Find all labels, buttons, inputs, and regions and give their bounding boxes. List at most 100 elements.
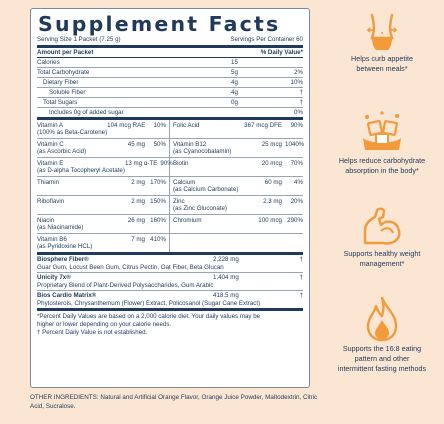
nutrient-amount: 4g [231,79,238,86]
vitamin-name: Vitamin C [37,140,64,148]
benefit-item: Supports the 16:8 eating pattern and oth… [320,296,444,374]
vitamin-source: (as Calcium Carbonate) [173,186,239,193]
vitamin-cell: Thiamin 2 mg 170% [37,177,170,195]
other-ingredients: OTHER INGREDIENTS: Natural and Artificia… [30,393,320,411]
vitamin-dv: 50% [153,140,166,148]
vitamin-amount: 7 mg [131,235,145,243]
vitamin-name-block: Vitamin A (100% as Beta-Carotene) [37,122,107,137]
benefit-text: Supports healthy weight management* [320,249,444,269]
benefit-line: Supports healthy weight [343,249,421,258]
vitamin-cell: Vitamin B12 (as Cyanocobalamin) 25 mcg 1040… [170,139,305,157]
vitamin-dv: 290% [287,216,303,224]
vitamin-cell: Calcium (as Calcium Carbonate) 60 mg 4% [170,177,303,195]
blend-name: Unicity 7x® [37,274,71,281]
blend-header: Bios Cardio Matrix® 418.5 mg † [37,292,303,300]
vitamin-dv: 4% [294,178,303,186]
vitamin-source: (as Zinc Gluconate) [173,205,227,212]
blend-name: Biosphere Fiber® [37,256,89,263]
supplement-facts-panel: Supplement Facts Serving Size 1 Packet (… [30,8,310,388]
benefit-line: intermittent fasting methods [337,364,427,373]
vitamin-name-block: Zinc (as Zinc Gluconate) [173,198,263,213]
benefit-line: between meals* [356,64,408,73]
sugar-cubes-icon [363,111,401,150]
blend-name: Bios Cardio Matrix® [37,292,97,299]
waist-icon [366,13,398,50]
nutrient-dv: 10% [290,79,303,86]
blend-dv: † [299,292,303,299]
vitamin-name: Vitamin E [37,159,64,167]
vitamin-source: (as D-alpha Tocopheryl Acetate) [37,167,125,174]
vitamin-source: (as Cyanocobalamin) [173,148,232,155]
nutrient-amount: 5g [231,69,238,76]
nutrient-name: Total Carbohydrate [37,69,90,76]
blend-amount: 1,404 mg [213,274,239,281]
vitamin-source: (as Ascorbic Acid) [37,148,87,155]
blend-ingredients: Phytosterols, Chrysanthemum (Flower) Ext… [37,299,261,307]
nutrient-amount: 15 [231,59,238,66]
vitamin-name: Calcium [173,178,196,186]
vitamin-dv [285,236,303,251]
vitamin-row: Vitamin A (100% as Beta-Carotene) 104 mcg … [37,120,303,139]
benefit-line: Helps reduce carbohydrate [338,156,426,165]
vitamin-name-block: Calcium (as Calcium Carbonate) [173,179,265,194]
vitamin-dv: 90% [290,121,303,129]
vitamin-name-block: Vitamin B6 (as Pyridoxine HCL) [37,236,131,251]
benefit-line: Supports the 16:8 eating [342,344,422,353]
vitamin-cell: Vitamin A (100% as Beta-Carotene) 104 mcg … [37,120,170,138]
nutrient-dv: † [299,89,303,96]
vitamin-cell: Biotin 20 mcg 70% [170,158,303,176]
blend-row: Unicity 7x® 1,404 mg † Proprietary Blend of… [37,273,303,291]
benefit-item: Helps reduce carbohydrate absorption in … [320,110,444,176]
vitamin-amount: 25 mcg [261,140,282,148]
vitamin-dv: 20% [290,197,303,205]
benefit-line: management* [359,259,405,268]
macro-row: Dietary Fiber 4g 10% [37,78,303,88]
vitamin-dv: 10% [153,121,166,129]
vitamin-row: Vitamin E (as D-alpha Tocopheryl Acetate)… [37,158,303,177]
vitamin-cell: Riboflavin 2 mg 150% [37,196,170,214]
blend-ingredients: Proprietary Blend of Plant-Derived Polys… [37,281,214,289]
vitamin-cell: Niacin (as Niacinamide) 26 mg 160% [37,215,170,233]
vitamin-row: Vitamin C (as Ascorbic Acid) 45 mg 50% Vitam… [37,139,305,158]
benefit-line: pattern and other [354,354,410,363]
other-ingredients-label: OTHER INGREDIENTS: [30,394,99,401]
blend-section: Biosphere Fiber® 2,228 mg † Guar Gum, Locus… [37,255,303,311]
nutrient-amount: 4g [231,89,238,96]
vitamin-row: Vitamin B6 (as Pyridoxine HCL) 7 mg 410% [37,234,303,255]
vitamin-cell: Vitamin E (as D-alpha Tocopheryl Acetate)… [37,158,173,176]
macro-row: Total Carbohydrate 5g 2% [37,68,303,78]
blend-ingredients: Guar Gum, Locust Been Gum, Citrus Pectin… [37,263,224,271]
vitamin-dv: 410% [150,235,166,243]
blend-header: Unicity 7x® 1,404 mg † [37,274,303,282]
benefit-text: Supports the 16:8 eating pattern and oth… [320,344,444,374]
blend-amount: 2,228 mg [213,256,239,263]
vitamin-dv: 160% [150,216,166,224]
vitamin-name-block: Biotin [173,160,262,175]
vitamin-name-block: Chromium [173,217,258,232]
vitamin-name: Niacin [37,216,55,224]
benefit-line: Helps curb appetite [351,54,413,63]
vitamin-name: Folic Acid [173,121,200,129]
blend-row: Bios Cardio Matrix® 418.5 mg † Phytosterols… [37,291,303,311]
vitamin-amount: 2 mg [131,178,145,186]
vitamin-name-block: Thiamin [37,179,131,194]
macro-row: Includes 0g of added sugar 0% [37,108,303,120]
macro-row: Total Sugars 0g † [37,98,303,108]
amount-header: Amount per Packet [37,49,94,56]
nutrient-dv [281,58,303,67]
panel-title: Supplement Facts [38,12,281,36]
vitamin-dv: 1040% [285,140,305,148]
macro-row: Soluble Fiber 4g † [37,88,303,98]
vitamin-name: Vitamin B12 [173,140,207,148]
vitamin-cell: Chromium 100 mcg 290% [170,215,303,233]
vitamin-dv: 150% [150,197,166,205]
footnote-line: higher or lower depending on your calori… [37,321,172,328]
benefit-line: absorption in the body* [345,166,419,175]
vitamin-name: Thiamin [37,178,60,186]
vitamin-source: (100% as Beta-Carotene) [37,129,108,136]
nutrient-name: Includes 0g of added sugar [49,109,124,116]
vitamin-cell: Vitamin C (as Ascorbic Acid) 45 mg 50% [37,139,170,157]
benefit-item: Helps curb appetite between meals* [320,12,444,74]
vitamin-amount: 2.3 mg [263,197,282,205]
footnotes: *Percent Daily Values are based on a 2,0… [37,311,303,337]
